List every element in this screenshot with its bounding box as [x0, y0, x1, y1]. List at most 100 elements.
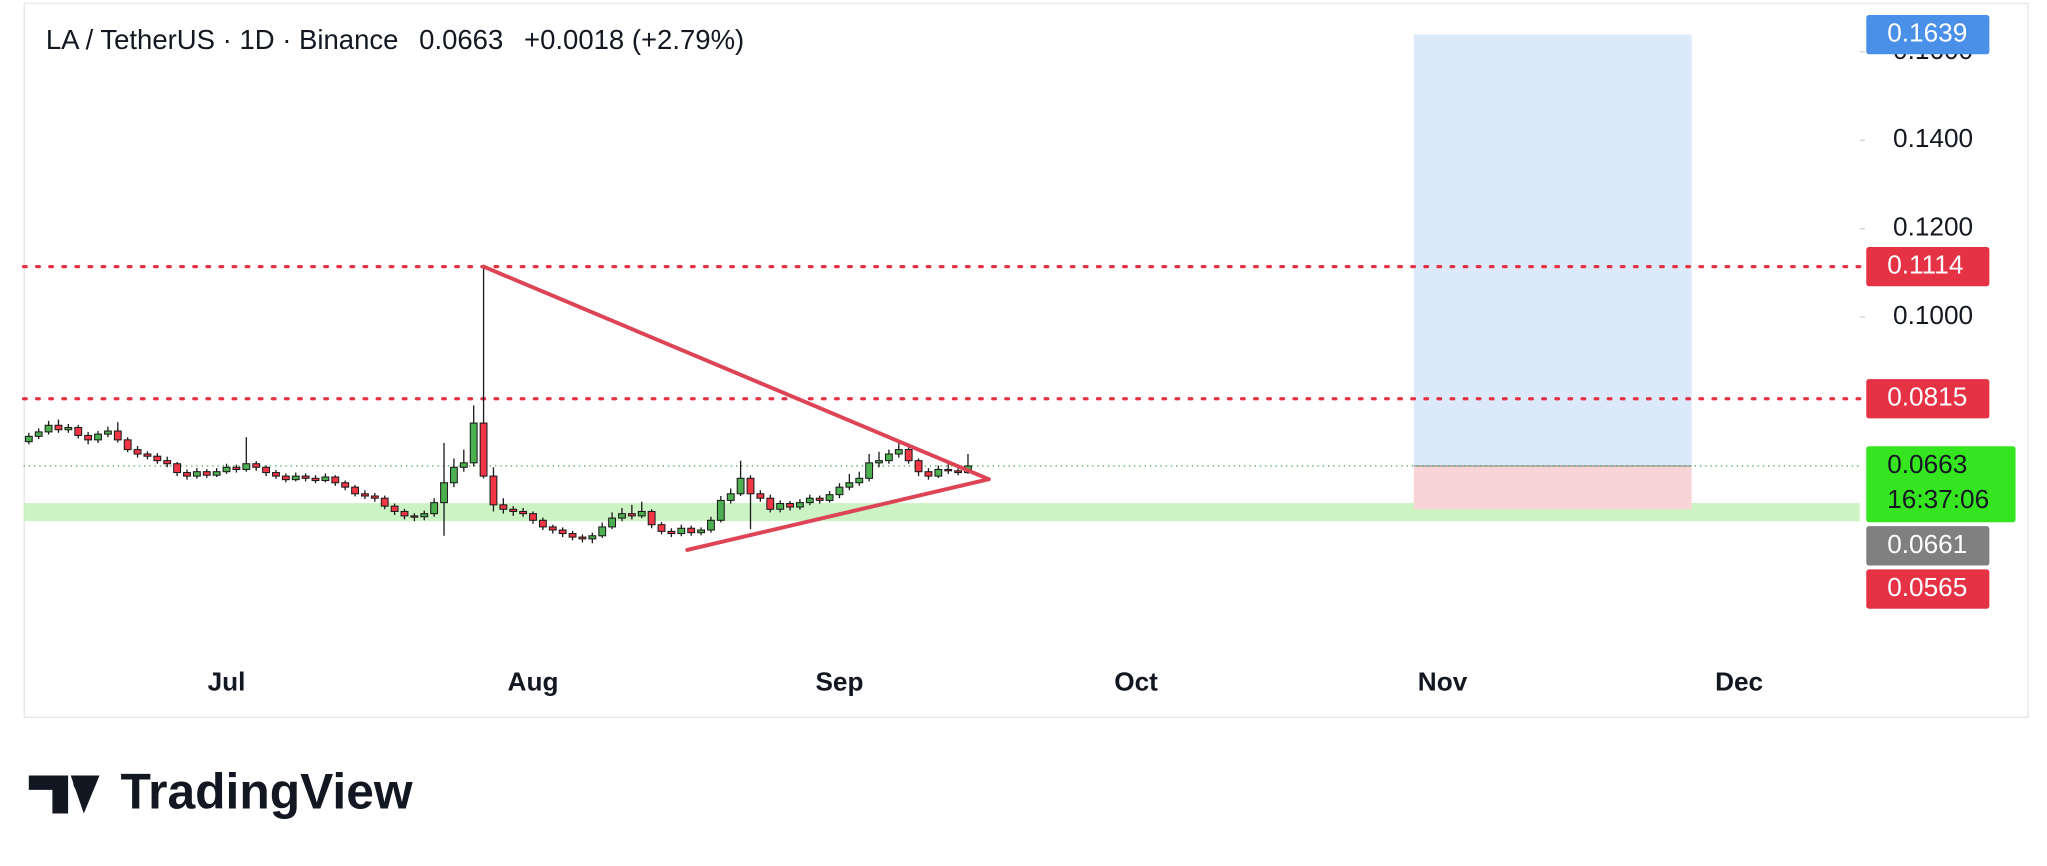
candle-body: [707, 519, 715, 531]
y-tick-label: 0.1000: [1893, 300, 1973, 330]
candle-body: [825, 494, 834, 501]
candle-body: [776, 502, 785, 510]
candle-body: [183, 472, 191, 477]
candle-body: [291, 475, 300, 481]
candle-body: [805, 497, 814, 504]
candle-body: [202, 471, 211, 476]
candle-body: [449, 466, 458, 484]
candle-body: [934, 468, 943, 477]
candle-body: [74, 426, 83, 436]
countdown-label: 16:37:06: [1887, 484, 1989, 514]
candle-body: [232, 466, 241, 470]
candle-body: [133, 449, 142, 455]
last-price: 0.0663: [419, 24, 503, 55]
candle-body: [34, 431, 43, 437]
candles-layer: [24, 266, 972, 544]
candle-body: [548, 526, 557, 531]
candle-body: [311, 477, 320, 482]
trend-line: [481, 264, 991, 482]
candle-body: [212, 471, 221, 476]
price-label-box: [1866, 569, 1990, 609]
candle-body: [944, 468, 953, 472]
symbol-title: LA / TetherUS · 1D · Binance: [46, 24, 399, 55]
candle-body: [331, 476, 340, 484]
price-label-box: [1866, 14, 1990, 55]
position-loss: [1413, 465, 1692, 510]
candle-body: [272, 472, 280, 477]
candle-body: [64, 426, 73, 431]
candle-body: [143, 453, 152, 457]
price-label-box: [1866, 446, 2016, 523]
candle-body: [479, 422, 488, 477]
candle-body: [459, 462, 468, 468]
candle-body: [914, 460, 923, 473]
candle-body: [618, 513, 626, 519]
support-zone: [23, 503, 1860, 522]
candle-body: [726, 493, 735, 501]
candle-body: [44, 424, 53, 433]
background-layer: [21, 34, 1862, 522]
candle-body: [341, 482, 350, 488]
candle-body: [222, 466, 231, 473]
logo-mark: [28, 775, 69, 814]
candle-body: [598, 526, 607, 537]
candle-body: [192, 471, 201, 477]
candle-body: [153, 455, 162, 462]
price-label: 0.0661: [1887, 529, 1967, 559]
candle-body: [380, 497, 389, 507]
candle-body: [519, 510, 528, 515]
candle-body: [469, 422, 478, 464]
candle-body: [865, 462, 874, 479]
candle-body: [301, 475, 310, 479]
candle-body: [24, 435, 33, 443]
x-tick-label: Sep: [815, 667, 863, 697]
candle-body: [113, 430, 122, 441]
candle-body: [440, 482, 448, 504]
x-tick-label: Aug: [508, 667, 559, 697]
candle-body: [637, 510, 646, 517]
candle-body: [558, 529, 567, 535]
candle-body: [756, 493, 765, 499]
candle-body: [489, 475, 498, 506]
candle-body: [716, 499, 725, 521]
candle-body: [588, 535, 597, 540]
candle-body: [509, 508, 518, 512]
price-label-box: [1866, 246, 1990, 287]
candle-body: [924, 471, 933, 477]
candle-body: [538, 519, 547, 528]
candle-body: [321, 476, 330, 482]
position-profit: [1413, 34, 1692, 466]
candle-body: [875, 460, 883, 464]
candle-body: [84, 434, 93, 441]
candle-body: [361, 493, 369, 497]
candle-body: [855, 477, 864, 484]
candle-body: [94, 433, 102, 441]
candle-body: [103, 430, 112, 435]
candle-body: [884, 453, 893, 462]
candle-body: [845, 482, 854, 488]
y-tick-label: 0.1400: [1893, 123, 1973, 153]
candle-body: [894, 449, 903, 455]
candle-body: [529, 513, 537, 521]
candle-body: [123, 439, 132, 451]
price-change: +0.0018 (+2.79%): [524, 24, 744, 55]
chart-frame: [23, 2, 2029, 718]
axis-layer: Jul Aug Sep Oct Nov Dec 0.1000 0.1200 0.1400 0.16…: [208, 14, 2016, 697]
candle-body: [608, 517, 617, 528]
candle-body: [420, 513, 429, 518]
candle-body: [578, 536, 587, 540]
candle-body: [954, 470, 963, 474]
x-tick-label: Oct: [1114, 667, 1158, 697]
price-label: 0.0565: [1887, 572, 1967, 602]
price-label: 0.1114: [1887, 250, 1963, 280]
candle-body: [499, 504, 508, 510]
candle-body: [163, 460, 172, 465]
x-tick-label: Jul: [208, 667, 246, 697]
candle-body: [370, 495, 379, 499]
candle-body: [400, 510, 409, 517]
candle-body: [766, 497, 775, 510]
candle-body: [242, 463, 251, 470]
candle-body: [390, 505, 399, 512]
price-label-box: [1866, 526, 1990, 566]
